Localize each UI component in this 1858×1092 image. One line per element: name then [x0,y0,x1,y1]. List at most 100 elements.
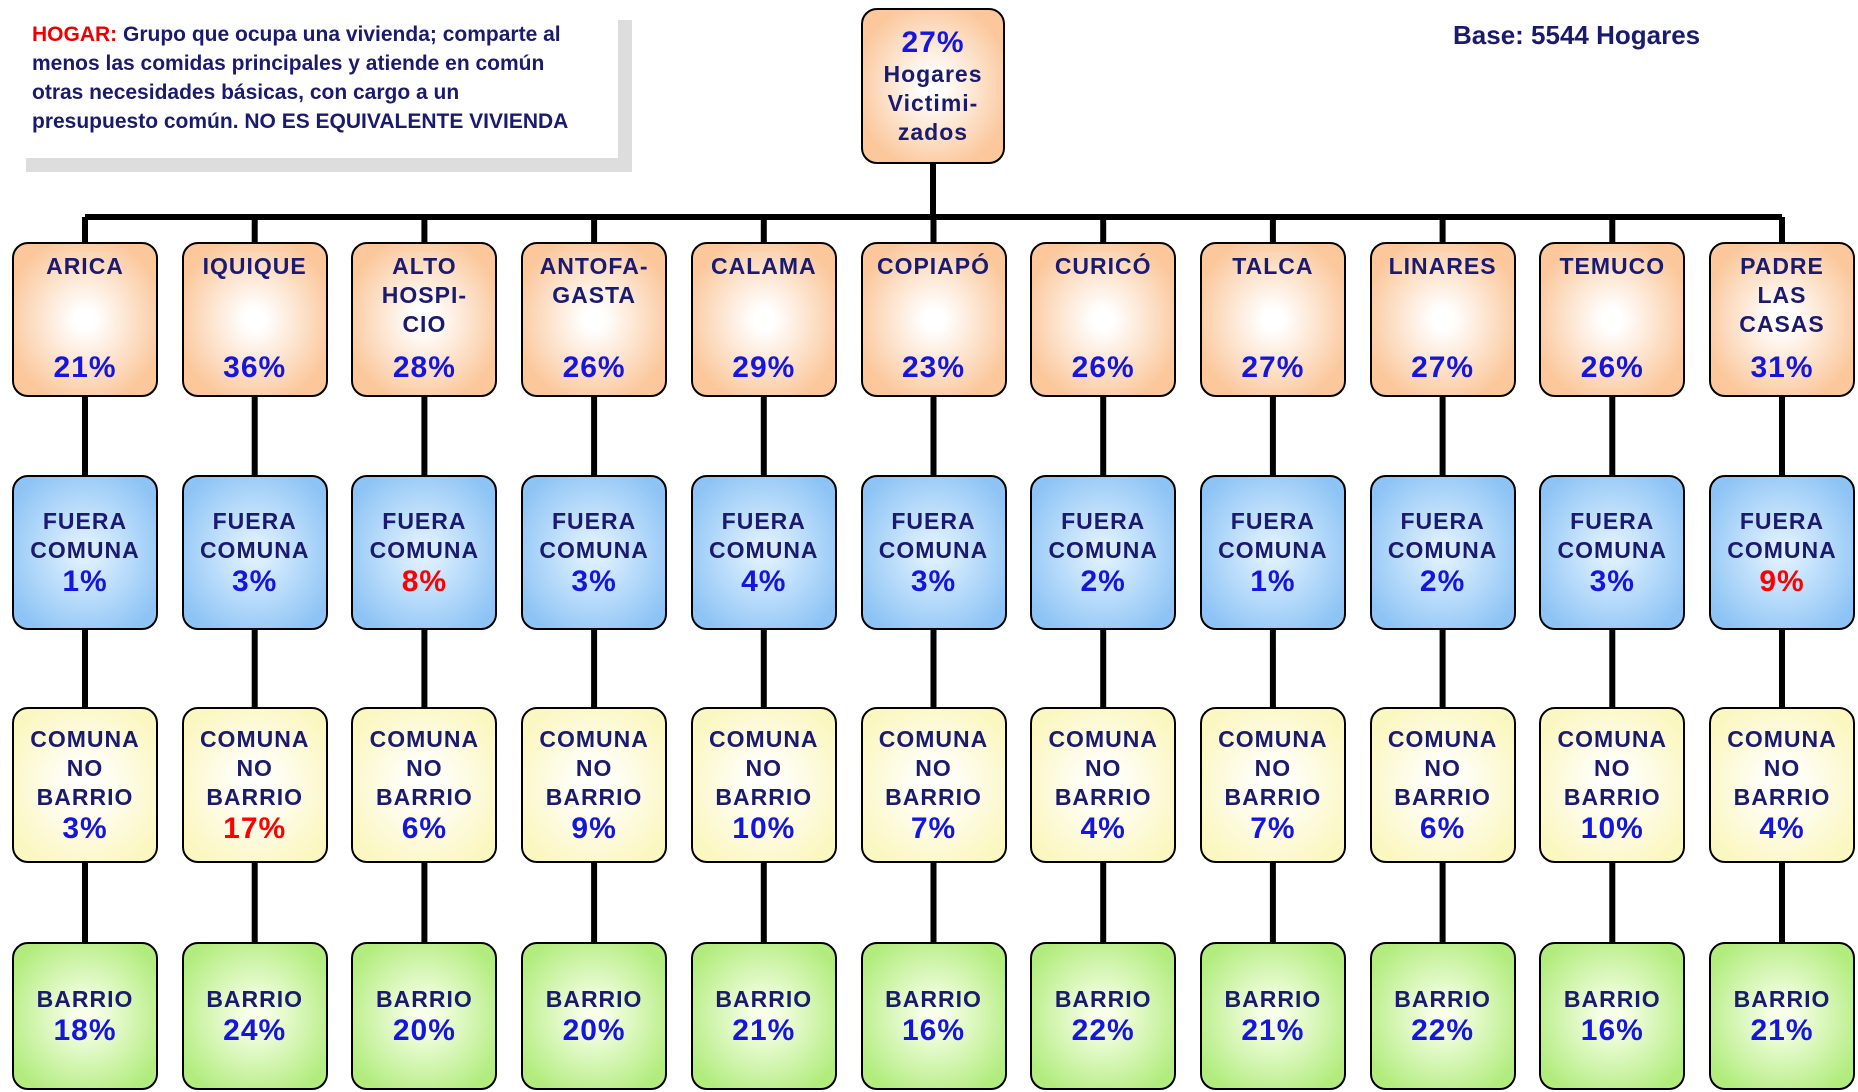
level-label: BARRIO [36,985,134,1012]
level-label: COMUNA NO BARRIO [1727,725,1837,810]
definition-note: HOGAR: Grupo que ocupa una vivienda; com… [26,20,632,172]
base-label: Base: 5544 Hogares [1453,20,1701,50]
level-label: FUERA COMUNA [1557,507,1668,563]
city-name: CURICÓ [1054,253,1152,279]
cell-value: 20% [562,1013,626,1047]
node: COMUNA NO BARRIO 9% [521,707,668,863]
cell-value: 16% [1580,1013,1644,1047]
city-total: 26% [562,351,626,384]
cell-value: 6% [401,811,448,845]
cell-value: 21% [732,1013,796,1047]
node: FUERA COMUNA 1% [1199,475,1346,630]
node: FUERA COMUNA 9% [1709,475,1855,630]
level-label: FUERA COMUNA [1387,507,1498,563]
node: BARRIO 22% [1030,942,1177,1090]
city-name: ANTOFA- GASTA [539,253,649,308]
level-label: FUERA COMUNA [1727,507,1837,563]
cell-value: 21% [1750,1013,1814,1047]
node: FUERA COMUNA 4% [690,475,837,630]
cell-value: 7% [1250,811,1296,845]
cell-value: 3% [910,564,957,598]
level-label: COMUNA NO BARRIO [1387,725,1498,810]
city-name: COPIAPÓ [876,253,991,279]
node: FUERA COMUNA 3% [521,475,668,630]
level-label: FUERA COMUNA [30,507,140,563]
node: LINARES 27% [1369,242,1516,397]
node: BARRIO 21% [1709,942,1855,1090]
node: BARRIO 20% [351,942,498,1090]
node: ARICA 21% [12,242,158,397]
cell-value: 3% [232,564,278,598]
cell-value: 1% [62,564,108,598]
cell-value: 18% [53,1013,117,1047]
cell-value: 24% [223,1013,287,1047]
root-value: 27% [901,25,965,59]
level-label: COMUNA NO BARRIO [878,725,989,810]
node: ALTO HOSPI- CIO 28% [351,242,498,397]
level-label: BARRIO [885,985,982,1012]
level-label: BARRIO [545,985,643,1012]
node: TEMUCO 26% [1539,242,1686,397]
node: BARRIO 21% [690,942,837,1090]
node: COMUNA NO BARRIO 7% [1199,707,1346,863]
level-label: FUERA COMUNA [369,507,480,563]
node: COMUNA NO BARRIO 3% [12,707,158,863]
cell-value: 22% [1411,1013,1475,1047]
node: FUERA COMUNA 3% [181,475,328,630]
node: FUERA COMUNA 1% [12,475,158,630]
city-total: 28% [392,351,456,384]
cell-value: 4% [741,564,787,598]
node: FUERA COMUNA 8% [351,475,498,630]
city-total: 21% [53,351,117,384]
cell-value: 21% [1241,1013,1305,1047]
level-label: BARRIO [1563,985,1661,1012]
city-name: TEMUCO [1559,253,1666,279]
cell-value: 2% [1419,564,1466,598]
node: COMUNA NO BARRIO 10% [1539,707,1686,863]
node: COMUNA NO BARRIO 17% [181,707,328,863]
level-label: FUERA COMUNA [878,507,989,563]
cell-value: 20% [392,1013,456,1047]
note-term: HOGAR: [32,23,118,46]
city-total: 31% [1750,351,1814,384]
level-label: FUERA COMUNA [199,507,310,563]
level-label: BARRIO [376,985,473,1012]
level-label: BARRIO [1224,985,1322,1012]
level-label: FUERA COMUNA [539,507,649,563]
level-label: COMUNA NO BARRIO [1048,725,1158,810]
root-label: Hogares Victimi- zados [883,60,983,145]
level-label: COMUNA NO BARRIO [709,725,819,810]
cell-value: 2% [1080,564,1126,598]
level-label: COMUNA NO BARRIO [199,725,310,810]
node: BARRIO 22% [1369,942,1516,1090]
node: BARRIO 16% [860,942,1007,1090]
city-total: 26% [1071,351,1135,384]
cell-value: 9% [1759,564,1805,598]
city-total: 36% [223,351,287,384]
cell-value: 9% [571,811,617,845]
node: COMUNA NO BARRIO 6% [1369,707,1516,863]
level-label: COMUNA NO BARRIO [539,725,649,810]
city-name: ARICA [46,253,124,279]
note-text: Grupo que ocupa una vivienda; comparte a… [32,23,569,133]
cell-value: 6% [1419,811,1466,845]
node: BARRIO 21% [1199,942,1346,1090]
node: COMUNA NO BARRIO 6% [351,707,498,863]
node: COMUNA NO BARRIO 7% [860,707,1007,863]
cell-value: 4% [1759,811,1805,845]
city-name: ALTO HOSPI- CIO [381,253,467,337]
cell-value: 22% [1071,1013,1135,1047]
node: BARRIO 16% [1539,942,1686,1090]
level-label: COMUNA NO BARRIO [1557,725,1668,810]
node: PADRE LAS CASAS 31% [1709,242,1855,397]
city-name: PADRE LAS CASAS [1739,253,1825,337]
city-total: 27% [1241,351,1305,384]
cell-value: 3% [571,564,617,598]
node: BARRIO 24% [181,942,328,1090]
city-name: TALCA [1232,253,1314,279]
city-name: CALAMA [710,253,817,279]
level-label: FUERA COMUNA [1048,507,1158,563]
node: TALCA 27% [1199,242,1346,397]
node: BARRIO 18% [12,942,158,1090]
